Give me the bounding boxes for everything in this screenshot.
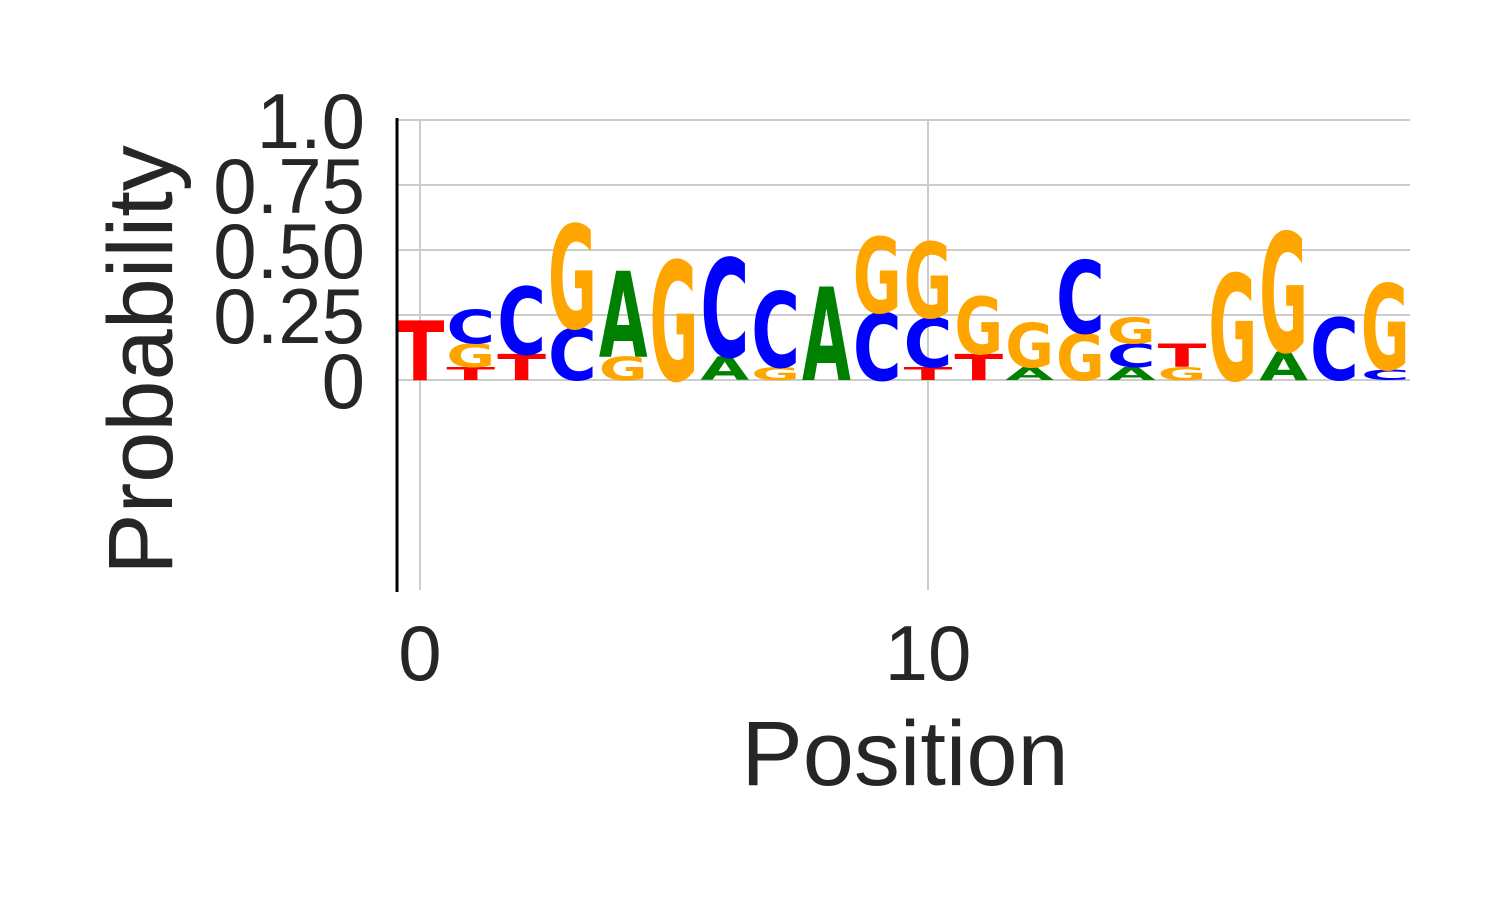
logo-letter-C-pos-2-1: C xyxy=(497,269,546,377)
logo-letter-C-pos-10-1: C xyxy=(904,304,953,383)
logo-letter-T-pos-11-0: T xyxy=(954,348,1003,389)
logo-letter-C-pos-1-2: C xyxy=(446,301,495,355)
x-tick-labels: 0 10 xyxy=(398,609,971,697)
x-axis-title: Position xyxy=(741,703,1068,805)
logo-letter-A-pos-17-0: A xyxy=(1259,344,1308,390)
logo-letter-C-pos-7-1: C xyxy=(751,272,800,392)
y-tick-label-4: 1.0 xyxy=(257,77,365,165)
logo-letter-C-pos-6-1: C xyxy=(700,232,749,389)
logo-letter-T-pos-10-0: T xyxy=(904,364,953,385)
x-tick-label-0: 0 xyxy=(398,609,441,697)
logo-letter-G-pos-4-0: G xyxy=(599,351,648,388)
logo-letter-G-pos-14-2: G xyxy=(1107,311,1156,352)
logo-letter-G-pos-19-1: G xyxy=(1361,261,1410,397)
y-tick-label-0: 0 xyxy=(322,337,365,425)
logo-letter-G-pos-3-1: G xyxy=(548,196,597,362)
logo-letter-G-pos-9-1: G xyxy=(853,217,902,337)
y-tick-label-3: 0.75 xyxy=(213,142,365,230)
logo-letter-C-pos-19-0: C xyxy=(1361,367,1410,384)
logo-letter-G-pos-1-1: G xyxy=(446,338,495,375)
logo-letter-T-pos-15-1: T xyxy=(1158,338,1207,375)
logo-letter-A-pos-8-0: A xyxy=(802,261,851,411)
logo-letter-T-pos-2-0: T xyxy=(497,348,546,389)
logo-letter-G-pos-12-1: G xyxy=(1005,311,1054,382)
logo-letter-A-pos-12-0: A xyxy=(1005,363,1054,384)
logo-letter-C-pos-14-1: C xyxy=(1107,338,1156,375)
x-tick-label-1: 10 xyxy=(885,609,972,697)
logo-letter-G-pos-17-1: G xyxy=(1259,201,1308,391)
y-axis-title: Probability xyxy=(90,145,192,575)
logo-letter-G-pos-13-0: G xyxy=(1056,321,1105,396)
logo-letter-C-pos-18-0: C xyxy=(1310,302,1359,401)
logo-letter-G-pos-16-0: G xyxy=(1208,246,1257,415)
logo-letter-T-pos-0-0: T xyxy=(396,305,445,400)
logo-letter-C-pos-3-0: C xyxy=(548,315,597,398)
logo-letter-T-pos-1-0: T xyxy=(446,364,495,385)
logo-letter-G-pos-7-0: G xyxy=(751,364,800,385)
logo-letter-C-pos-9-0: C xyxy=(853,295,902,403)
logo-letter-C-pos-13-1: C xyxy=(1056,240,1105,357)
logo-letter-A-pos-14-0: A xyxy=(1107,363,1156,384)
grid-lines xyxy=(397,119,1410,590)
y-tick-label-1: 0.25 xyxy=(213,272,365,360)
y-tick-label-2: 0.50 xyxy=(213,207,365,295)
logo-letter-A-pos-4-1: A xyxy=(599,248,648,385)
logo-letter-G-pos-15-0: G xyxy=(1158,364,1207,385)
logo-letter-G-pos-10-2: G xyxy=(904,222,953,342)
logo-letter-G-pos-5-0: G xyxy=(650,230,699,420)
logo-letter-G-pos-11-1: G xyxy=(954,282,1003,373)
logo-letter-A-pos-6-0: A xyxy=(700,351,749,388)
y-tick-labels: 00.250.500.751.0 xyxy=(213,77,365,425)
